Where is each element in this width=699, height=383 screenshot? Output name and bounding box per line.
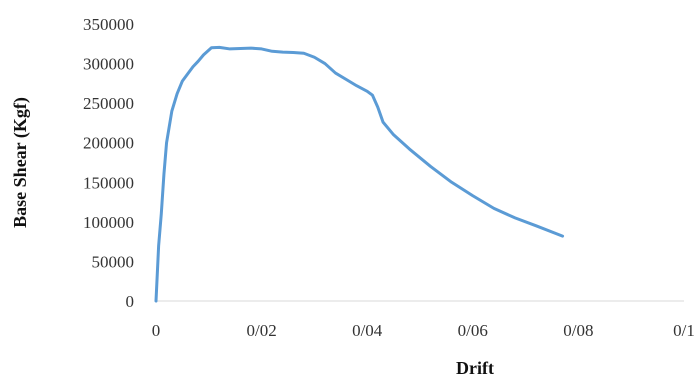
y-tick-label: 100000	[83, 213, 134, 232]
x-tick-label: 0/1	[673, 321, 695, 340]
x-tick-label: 0/06	[458, 321, 488, 340]
y-tick-label: 250000	[83, 94, 134, 113]
y-tick-label: 350000	[83, 15, 134, 34]
x-tick-label: 0/04	[352, 321, 383, 340]
x-tick-label: 0	[152, 321, 161, 340]
y-tick-label: 0	[126, 292, 135, 311]
y-tick-label: 300000	[83, 55, 134, 74]
series-layer	[154, 45, 565, 303]
x-tick-label: 0/08	[563, 321, 593, 340]
x-tick-labels: 0 0/02 0/04 0/06 0/08 0/1	[152, 321, 695, 340]
y-tick-labels: 0 50000 100000 150000 200000 250000 300000 3500…	[83, 15, 134, 311]
y-tick-label: 150000	[83, 173, 134, 192]
series-line	[154, 45, 565, 303]
y-tick-label: 50000	[92, 252, 135, 271]
y-axis-title: Base Shear (Kgf)	[10, 97, 31, 228]
x-tick-label: 0/02	[246, 321, 276, 340]
x-axis-title: Drift	[456, 358, 494, 378]
y-tick-label: 200000	[83, 134, 134, 153]
